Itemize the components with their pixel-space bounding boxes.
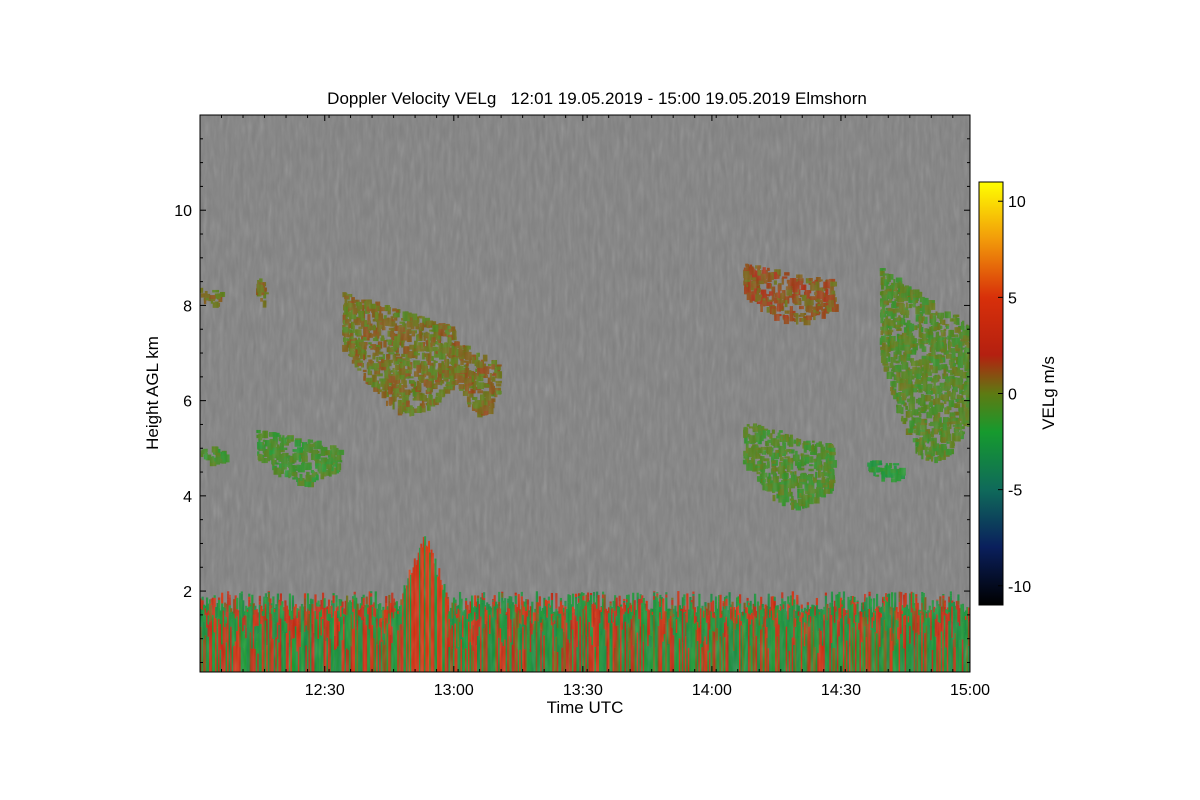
cloud-cell [969, 370, 970, 374]
cloud-cell [969, 325, 970, 330]
chart-title: Doppler Velocity VELg 12:01 19.05.2019 -… [327, 89, 867, 108]
velocity-data-layer [200, 115, 970, 672]
